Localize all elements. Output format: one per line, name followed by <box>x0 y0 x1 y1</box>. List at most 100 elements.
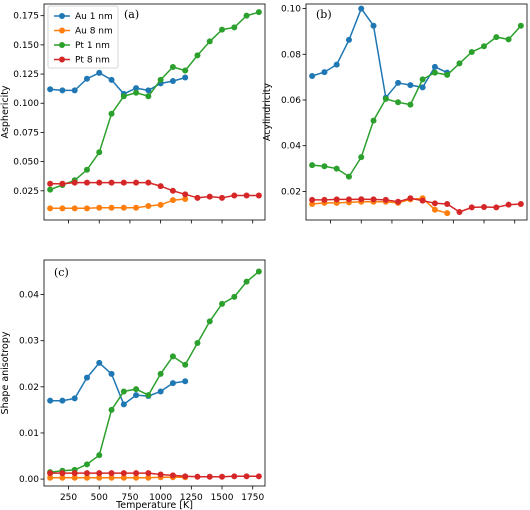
data-point <box>133 89 140 96</box>
data-point <box>194 340 201 347</box>
data-point <box>133 392 140 399</box>
axes-frame <box>305 3 528 221</box>
panel-label: (a) <box>124 8 139 21</box>
data-point <box>120 179 127 186</box>
x-tick-label: 1750 <box>241 493 264 503</box>
legend-marker <box>59 42 65 48</box>
data-point <box>83 474 90 481</box>
panel-c: 250 500 750 1000 1250 1500 1750 0.00 0.01 0.02 0.0… <box>0 259 266 510</box>
data-point <box>431 206 438 213</box>
data-point <box>47 205 54 212</box>
data-point <box>468 204 475 211</box>
legend-box <box>47 5 119 69</box>
data-point <box>194 194 201 201</box>
data-point <box>83 470 90 477</box>
data-point <box>243 473 250 480</box>
data-point <box>219 300 226 307</box>
data-point <box>182 67 189 74</box>
data-point <box>419 76 426 83</box>
data-point <box>321 196 328 203</box>
data-point <box>243 192 250 199</box>
data-point <box>59 470 66 477</box>
data-point <box>108 406 115 413</box>
data-point <box>182 74 189 81</box>
y-tick-label: 0.02 <box>19 383 39 393</box>
data-point <box>133 204 140 211</box>
data-point <box>59 180 66 187</box>
data-point <box>120 474 127 481</box>
data-point <box>157 76 164 83</box>
data-point <box>382 95 389 102</box>
data-point <box>169 78 176 85</box>
series-line-pt-1-nm <box>50 270 260 473</box>
data-point <box>407 101 414 108</box>
data-point <box>431 69 438 76</box>
data-point <box>59 205 66 212</box>
series-line-pt-8-nm <box>50 181 259 199</box>
data-point <box>206 38 213 45</box>
data-point <box>182 473 189 480</box>
y-tick-label: 0.04 <box>281 142 301 152</box>
data-point <box>145 392 152 399</box>
panel-label: (c) <box>54 266 69 279</box>
data-point <box>382 196 389 203</box>
data-point <box>71 179 78 186</box>
data-point <box>481 43 488 50</box>
data-point <box>47 474 54 481</box>
data-point <box>370 22 377 29</box>
data-point <box>83 461 90 468</box>
data-point <box>255 192 262 199</box>
data-point <box>96 69 103 76</box>
data-point <box>456 60 463 67</box>
x-tick-label: 750 <box>121 493 138 503</box>
data-point <box>59 87 66 94</box>
data-point <box>255 473 262 480</box>
data-point <box>145 474 152 481</box>
data-point <box>145 470 152 477</box>
legend-entry: Au 8 nm <box>75 27 113 37</box>
data-point <box>419 84 426 91</box>
y-tick-label: 0.025 <box>13 187 39 197</box>
data-point <box>108 470 115 477</box>
data-point <box>505 36 512 43</box>
data-point <box>358 196 365 203</box>
data-point <box>255 9 262 16</box>
data-point <box>407 82 414 89</box>
data-point <box>108 474 115 481</box>
data-point <box>96 474 103 481</box>
legend-marker <box>59 56 65 63</box>
data-point <box>108 110 115 117</box>
series-line-au-1-nm <box>311 7 448 100</box>
x-tick-label: 1250 <box>180 493 203 503</box>
data-point <box>243 278 250 285</box>
data-point <box>71 474 78 481</box>
data-point <box>219 473 226 480</box>
data-point <box>206 318 213 325</box>
y-tick-label: 0.01 <box>19 429 39 439</box>
data-point <box>255 268 262 275</box>
data-point <box>345 196 352 203</box>
data-point <box>333 196 340 203</box>
panel-b: 0.02 0.04 0.06 0.08 0.10 Acylindricity (b) <box>262 3 528 224</box>
data-point <box>358 5 365 12</box>
data-point <box>321 69 328 76</box>
data-point <box>157 370 164 377</box>
data-point <box>333 165 340 172</box>
data-point <box>120 388 127 395</box>
data-point <box>231 24 238 31</box>
data-point <box>96 359 103 366</box>
data-point <box>395 198 402 205</box>
data-point <box>169 380 176 387</box>
y-axis-title: Acylindricity <box>262 82 273 141</box>
data-point <box>219 194 226 201</box>
data-point <box>358 154 365 161</box>
data-point <box>182 195 189 202</box>
y-tick-label: 0.075 <box>13 128 39 138</box>
data-point <box>83 374 90 381</box>
data-point <box>133 85 140 92</box>
y-tick-label: 0.175 <box>13 12 39 22</box>
series-line-au-8-nm <box>312 197 448 214</box>
data-point <box>395 79 402 86</box>
data-point <box>206 193 213 200</box>
panel-label: (b) <box>316 8 332 21</box>
